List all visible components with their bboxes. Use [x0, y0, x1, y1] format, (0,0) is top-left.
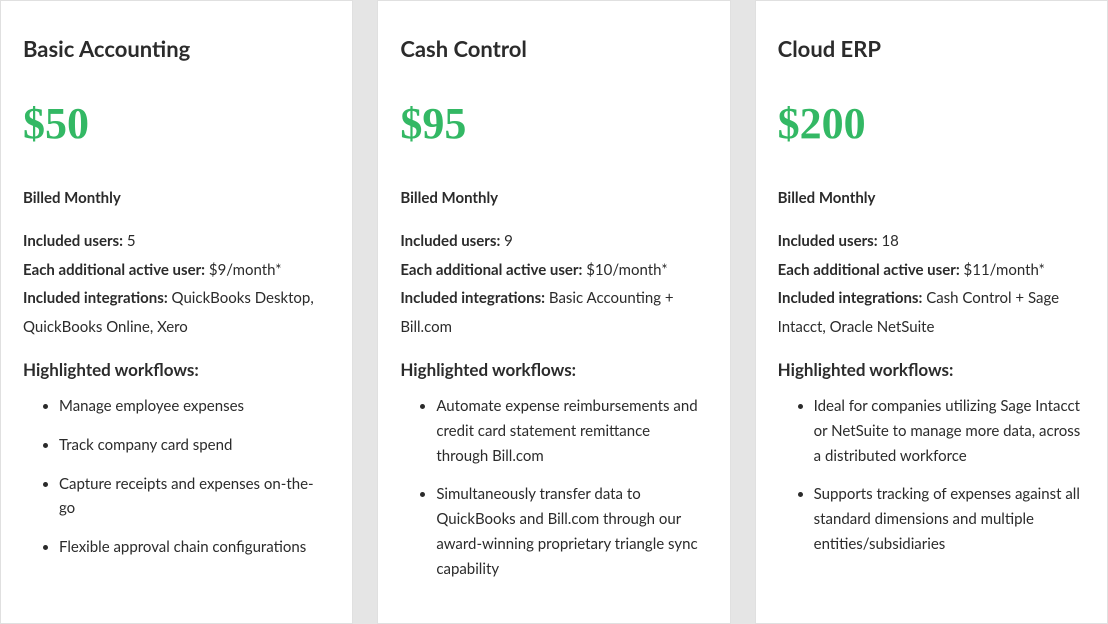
workflows-heading: Highlighted workflows: [778, 359, 1085, 380]
workflow-list: Manage employee expenses Track company c… [23, 394, 330, 560]
additional-user-value: $9/month* [205, 261, 282, 279]
included-users-label: Included users: [400, 232, 500, 250]
included-users-value: 9 [500, 232, 513, 250]
integrations-line: Included integrations: Cash Control + Sa… [778, 284, 1085, 341]
workflow-list: Automate expense reimbursements and cred… [400, 394, 707, 581]
workflow-item: Simultaneously transfer data to QuickBoo… [436, 482, 707, 581]
workflows-heading: Highlighted workflows: [400, 359, 707, 380]
pricing-grid: Basic Accounting $50 Billed Monthly Incl… [0, 0, 1108, 624]
plan-price: $95 [400, 98, 707, 149]
billing-label: Billed Monthly [400, 189, 707, 207]
included-users-line: Included users: 9 [400, 227, 707, 256]
plan-price: $50 [23, 98, 330, 149]
workflows-heading: Highlighted workflows: [23, 359, 330, 380]
workflow-item: Supports tracking of expenses against al… [814, 482, 1085, 556]
workflow-item: Flexible approval chain configurations [59, 535, 330, 560]
plan-title: Basic Accounting [23, 35, 330, 62]
plan-card-cloud-erp: Cloud ERP $200 Billed Monthly Included u… [755, 0, 1108, 624]
additional-user-line: Each additional active user: $10/month* [400, 256, 707, 285]
workflow-item: Manage employee expenses [59, 394, 330, 419]
integrations-label: Included integrations: [23, 289, 168, 307]
plan-card-basic-accounting: Basic Accounting $50 Billed Monthly Incl… [0, 0, 353, 624]
included-users-line: Included users: 5 [23, 227, 330, 256]
plan-title: Cash Control [400, 35, 707, 62]
additional-user-value: $10/month* [582, 261, 667, 279]
integrations-line: Included integrations: Basic Accounting … [400, 284, 707, 341]
billing-label: Billed Monthly [23, 189, 330, 207]
plan-price: $200 [778, 98, 1085, 149]
additional-user-label: Each additional active user: [400, 261, 582, 279]
workflow-item: Ideal for companies utilizing Sage Intac… [814, 394, 1085, 468]
included-users-label: Included users: [23, 232, 123, 250]
billing-label: Billed Monthly [778, 189, 1085, 207]
additional-user-line: Each additional active user: $11/month* [778, 256, 1085, 285]
workflow-item: Track company card spend [59, 433, 330, 458]
workflow-list: Ideal for companies utilizing Sage Intac… [778, 394, 1085, 557]
additional-user-line: Each additional active user: $9/month* [23, 256, 330, 285]
included-users-label: Included users: [778, 232, 878, 250]
additional-user-label: Each additional active user: [778, 261, 960, 279]
integrations-label: Included integrations: [778, 289, 923, 307]
workflow-item: Capture receipts and expenses on-the-go [59, 472, 330, 522]
integrations-label: Included integrations: [400, 289, 545, 307]
additional-user-label: Each additional active user: [23, 261, 205, 279]
additional-user-value: $11/month* [960, 261, 1045, 279]
included-users-line: Included users: 18 [778, 227, 1085, 256]
included-users-value: 5 [123, 232, 136, 250]
workflow-item: Automate expense reimbursements and cred… [436, 394, 707, 468]
plan-title: Cloud ERP [778, 35, 1085, 62]
included-users-value: 18 [878, 232, 899, 250]
integrations-line: Included integrations: QuickBooks Deskto… [23, 284, 330, 341]
plan-card-cash-control: Cash Control $95 Billed Monthly Included… [377, 0, 730, 624]
